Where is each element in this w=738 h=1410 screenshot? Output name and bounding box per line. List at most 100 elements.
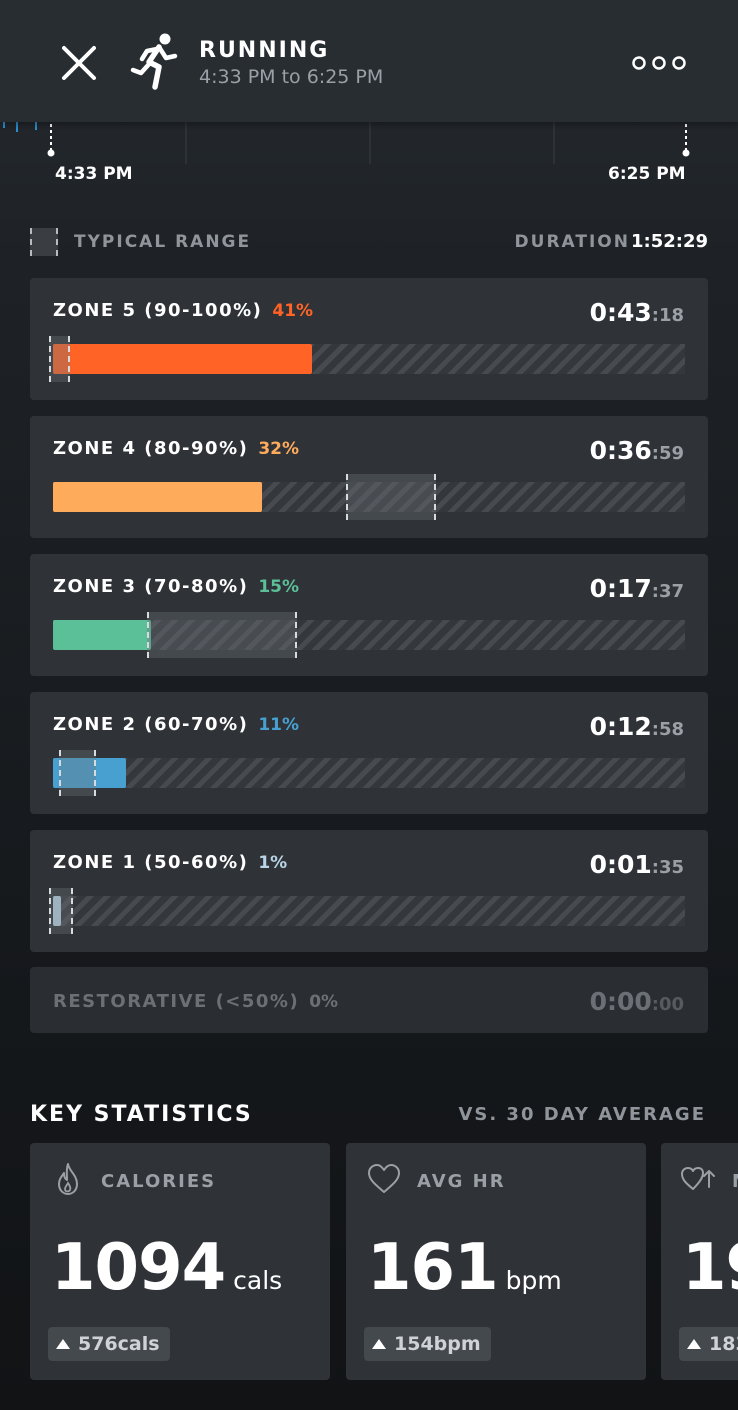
stat-average: 576cals <box>78 1333 160 1355</box>
restorative-percent: 0% <box>309 992 339 1012</box>
zone-bar-track <box>53 750 685 796</box>
restorative-time: 0:00:00 <box>590 987 684 1016</box>
duration-label: DURATION <box>514 232 630 252</box>
more-options-button[interactable] <box>628 48 690 78</box>
zone-bar-fill <box>53 758 126 788</box>
zone-bar-track <box>53 612 685 658</box>
triangle-up-icon <box>372 1339 386 1349</box>
restorative-label: RESTORATIVE (<50%) <box>53 991 300 1012</box>
more-options-icon <box>632 56 686 70</box>
zone-time-seconds: :35 <box>651 857 684 878</box>
zone-title: ZONE 4 (80-90%) 32% <box>53 438 299 459</box>
duration-value: 1:52:29 <box>630 231 708 252</box>
zone-time-seconds: :18 <box>651 305 684 326</box>
zone-label: ZONE 4 (80-90%) <box>53 438 249 459</box>
stat-unit: bpm <box>505 1266 562 1295</box>
activity-header: RUNNING 4:33 PM to 6:25 PM <box>0 0 738 122</box>
stat-number: 19 <box>682 1231 738 1305</box>
zone-bar-track <box>49 888 685 934</box>
zone-time: 0:12:58 <box>590 712 684 741</box>
close-icon <box>62 46 96 80</box>
zone-time-seconds: :58 <box>651 719 684 740</box>
zone-title: ZONE 3 (70-80%) 15% <box>53 576 299 597</box>
zone-label: ZONE 3 (70-80%) <box>53 576 249 597</box>
zone-time-main: 0:17 <box>589 574 652 603</box>
stat-average-badge: 576cals <box>48 1327 170 1361</box>
timeline-start-label: 4:33 PM <box>55 164 133 184</box>
zone-typical-range <box>147 612 297 658</box>
stat-value: 19 <box>682 1231 738 1305</box>
restorative-time-main: 0:00 <box>589 987 652 1016</box>
stat-label: CALORIES <box>101 1171 217 1192</box>
zone-title: ZONE 5 (90-100%) 41% <box>53 300 313 321</box>
zone-card-5[interactable]: ZONE 5 (90-100%) 41% 0:43:18 <box>30 278 708 400</box>
zone-card-4[interactable]: ZONE 4 (80-90%) 32% 0:36:59 <box>30 416 708 538</box>
zone-card-2[interactable]: ZONE 2 (60-70%) 11% 0:12:58 <box>30 692 708 814</box>
stat-average-badge: 183 <box>679 1327 738 1361</box>
zone-bar-track <box>53 474 685 520</box>
zone-time: 0:36:59 <box>590 436 684 465</box>
zone-percent: 1% <box>258 853 288 873</box>
stat-card-avg-hr[interactable]: AVG HR 161 bpm 154bpm <box>346 1143 646 1380</box>
heart-rate-timeline: 4:33 PM 6:25 PM <box>0 122 738 194</box>
zone-label: ZONE 2 (60-70%) <box>53 714 249 735</box>
zone-time-main: 0:36 <box>589 436 652 465</box>
heart-up-icon <box>681 1167 715 1190</box>
activity-title: RUNNING <box>199 38 330 63</box>
typical-range-label: TYPICAL RANGE <box>74 232 252 252</box>
zone-time: 0:43:18 <box>590 298 684 327</box>
stat-card-calories[interactable]: CALORIES 1094 cals 576cals <box>30 1143 330 1380</box>
stat-unit: cals <box>233 1266 283 1295</box>
timeline-graph <box>3 122 690 164</box>
zone-bar-track <box>49 336 685 382</box>
stat-number: 161 <box>367 1231 499 1305</box>
triangle-up-icon <box>687 1339 701 1349</box>
zone-time: 0:01:35 <box>590 850 684 879</box>
zone-percent: 15% <box>258 577 300 597</box>
stat-average: 183 <box>709 1333 738 1355</box>
zone-percent: 32% <box>258 439 300 459</box>
restorative-card[interactable]: RESTORATIVE (<50%) 0% 0:00:00 <box>30 967 708 1033</box>
restorative-title: RESTORATIVE (<50%) 0% <box>53 991 338 1012</box>
zone-typical-range <box>59 750 96 796</box>
zone-card-1[interactable]: ZONE 1 (50-60%) 1% 0:01:35 <box>30 830 708 952</box>
stat-value: 1094 cals <box>51 1231 282 1305</box>
typical-range-swatch-icon <box>30 228 58 256</box>
zone-typical-range <box>49 336 70 382</box>
zone-time-seconds: :59 <box>651 443 684 464</box>
restorative-time-seconds: :00 <box>651 994 684 1015</box>
activity-time-range: 4:33 PM to 6:25 PM <box>199 66 384 88</box>
zone-bar-fill <box>53 620 151 650</box>
zone-percent: 41% <box>272 301 314 321</box>
zone-bar-fill <box>53 344 312 374</box>
stat-average: 154bpm <box>394 1333 481 1355</box>
zone-legend-row: TYPICAL RANGE DURATION 1:52:29 <box>30 228 708 256</box>
key-statistics-title: KEY STATISTICS <box>30 1102 253 1127</box>
timeline-end-label: 6:25 PM <box>608 164 686 184</box>
triangle-up-icon <box>56 1339 70 1349</box>
comparison-label: VS. 30 DAY AVERAGE <box>458 1104 706 1125</box>
heart-icon <box>368 1164 400 1193</box>
zone-title: ZONE 1 (50-60%) 1% <box>53 852 287 873</box>
zone-time-main: 0:43 <box>589 298 652 327</box>
stat-label: AVG HR <box>417 1171 506 1192</box>
zone-time-main: 0:01 <box>589 850 652 879</box>
zone-time: 0:17:37 <box>590 574 684 603</box>
zone-typical-range <box>346 474 436 520</box>
close-button[interactable] <box>56 40 102 86</box>
stat-number: 1094 <box>51 1231 226 1305</box>
flame-icon <box>58 1163 78 1195</box>
stat-card-max-hr[interactable]: M 19 183 <box>661 1143 738 1380</box>
stat-average-badge: 154bpm <box>364 1327 491 1361</box>
zone-percent: 11% <box>258 715 300 735</box>
zone-bar-fill <box>53 482 262 512</box>
zone-typical-range <box>49 888 73 934</box>
stat-value: 161 bpm <box>367 1231 562 1305</box>
zone-card-3[interactable]: ZONE 3 (70-80%) 15% 0:17:37 <box>30 554 708 676</box>
zone-time-seconds: :37 <box>651 581 684 602</box>
running-icon <box>130 33 178 90</box>
zone-title: ZONE 2 (60-70%) 11% <box>53 714 299 735</box>
zone-bar-fill <box>53 896 61 926</box>
zone-label: ZONE 5 (90-100%) <box>53 300 263 321</box>
zone-label: ZONE 1 (50-60%) <box>53 852 249 873</box>
